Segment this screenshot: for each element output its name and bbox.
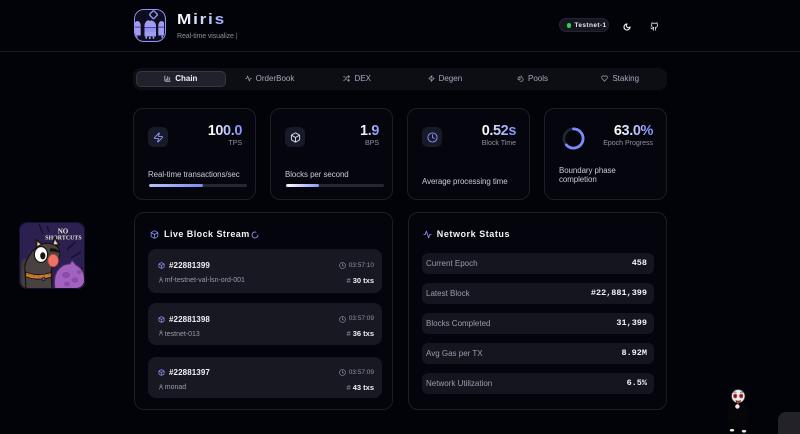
- svg-text:SHORTCUTS: SHORTCUTS: [45, 236, 81, 242]
- svg-text:NO: NO: [58, 228, 69, 236]
